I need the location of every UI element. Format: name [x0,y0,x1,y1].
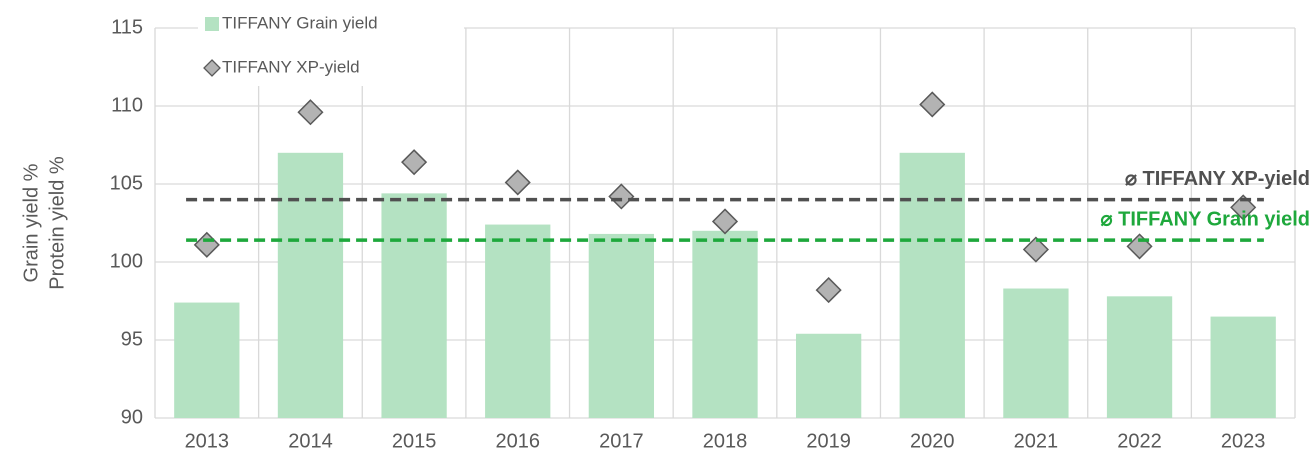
legend-swatch [205,17,219,31]
diamond-marker [1022,236,1049,263]
legend-box [198,8,464,86]
y-tick-label: 95 [121,328,143,350]
diamond-marker [193,231,220,258]
diamond-marker [401,149,428,176]
legend-label: TIFFANY XP-yield [222,57,360,76]
diamond-marker [608,183,635,210]
bar [1106,296,1173,418]
x-tick-label: 2021 [1014,430,1059,452]
diamond-marker [815,277,842,304]
diamond-marker [1126,233,1153,260]
average-label: ⌀ TIFFANY Grain yield [1101,208,1311,230]
bar [381,193,447,418]
x-tick-label: 2019 [806,430,851,452]
y-tick-label: 110 [111,94,143,116]
x-tick-label: 2016 [495,430,540,452]
bar [485,224,551,418]
legend-label: TIFFANY Grain yield [222,13,378,32]
x-tick-label: 2022 [1117,430,1162,452]
bar [1003,288,1069,418]
legend: TIFFANY Grain yield TIFFANY XP-yield [198,8,464,86]
y-tick-label: 115 [111,16,143,38]
x-tick-label: 2020 [910,430,955,452]
x-tick-label: 2014 [288,430,333,452]
bar [588,233,655,418]
bar [795,333,862,418]
legend-swatch [203,59,221,77]
y-tick-label: 90 [121,406,143,428]
x-tick-label: 2023 [1221,430,1266,452]
x-tick-label: 2017 [599,430,644,452]
bar [899,152,965,419]
x-tick-label: 2018 [703,430,748,452]
diamond-marker [297,99,324,126]
y-axis-title: Grain yield % [20,163,42,282]
diamond-marker [1230,194,1257,221]
bar [692,230,758,418]
diamond-marker [504,169,531,196]
x-tick-label: 2013 [185,430,230,452]
bar [277,152,344,419]
y-tick-label: 100 [110,250,143,272]
y-tick-label: 105 [110,172,143,194]
bar [174,302,240,418]
diamond-marker [919,91,946,118]
x-tick-label: 2015 [392,430,437,452]
y-axis-title: Protein yield % [46,156,68,290]
bar [1210,316,1276,418]
average-label: ⌀ TIFFANY XP-yield [1125,168,1310,190]
diamond-marker [711,208,739,235]
